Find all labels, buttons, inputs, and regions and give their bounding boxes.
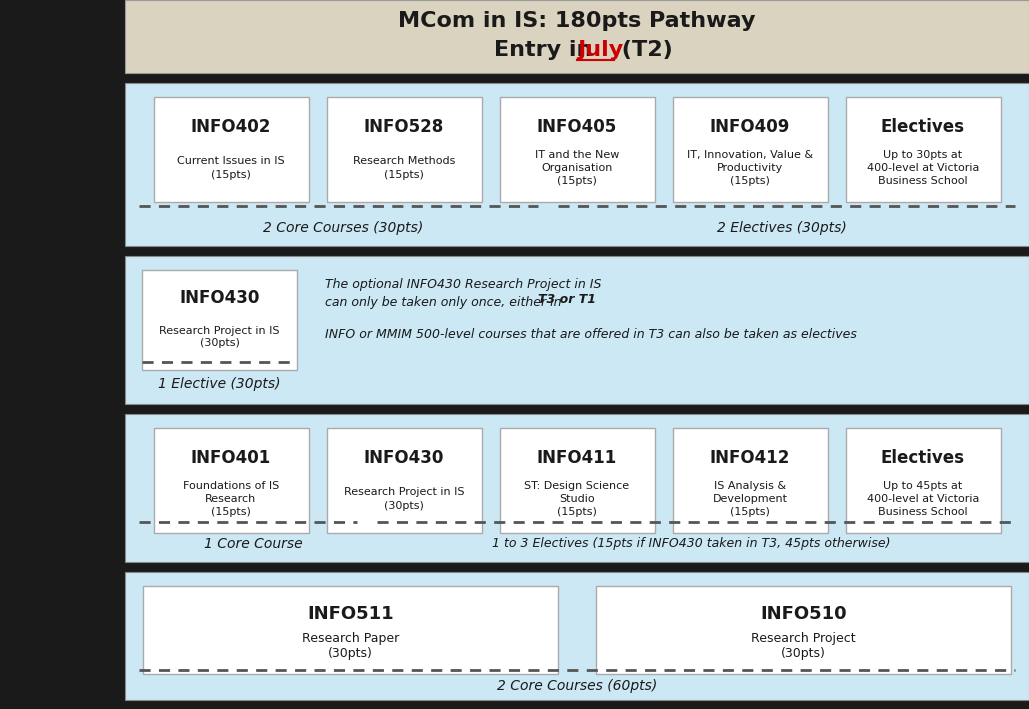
Text: INFO402: INFO402: [190, 118, 272, 136]
Text: Electives: Electives: [881, 118, 965, 136]
FancyBboxPatch shape: [846, 97, 1000, 202]
FancyBboxPatch shape: [142, 270, 297, 370]
Text: INFO510: INFO510: [760, 605, 847, 623]
Text: INFO430: INFO430: [364, 449, 445, 467]
Text: INFO411: INFO411: [537, 449, 617, 467]
Text: T3 or T1: T3 or T1: [537, 293, 596, 306]
Text: Electives: Electives: [881, 449, 965, 467]
Text: The optional INFO430 Research Project in IS
can only be taken only once, either : The optional INFO430 Research Project in…: [325, 278, 601, 309]
Text: Research Project in IS
(30pts): Research Project in IS (30pts): [344, 487, 464, 510]
Text: Entry in: Entry in: [494, 40, 600, 60]
Text: IT, Innovation, Value &
Productivity
(15pts): IT, Innovation, Value & Productivity (15…: [687, 150, 813, 186]
Text: Research Methods
(15pts): Research Methods (15pts): [353, 157, 455, 179]
Text: INFO or MMIM 500-level courses that are offered in T3 can also be taken as elect: INFO or MMIM 500-level courses that are …: [325, 328, 857, 341]
Text: INFO511: INFO511: [308, 605, 394, 623]
FancyBboxPatch shape: [125, 572, 1029, 700]
FancyBboxPatch shape: [326, 97, 482, 202]
FancyBboxPatch shape: [125, 414, 1029, 562]
Text: INFO405: INFO405: [537, 118, 617, 136]
Text: INFO409: INFO409: [710, 118, 790, 136]
Text: IS Analysis &
Development
(15pts): IS Analysis & Development (15pts): [712, 481, 787, 517]
FancyBboxPatch shape: [125, 256, 1029, 404]
Text: Research Project in IS
(30pts): Research Project in IS (30pts): [159, 326, 280, 348]
FancyBboxPatch shape: [673, 97, 827, 202]
Text: Research Paper
(30pts): Research Paper (30pts): [301, 632, 399, 660]
Text: Research Project
(30pts): Research Project (30pts): [751, 632, 856, 660]
Text: INFO401: INFO401: [190, 449, 271, 467]
Text: 2 Core Courses (60pts): 2 Core Courses (60pts): [497, 679, 658, 693]
Text: INFO430: INFO430: [179, 289, 259, 307]
FancyBboxPatch shape: [499, 428, 654, 533]
Text: Current Issues in IS
(15pts): Current Issues in IS (15pts): [177, 157, 285, 179]
Text: MCom in IS: 180pts Pathway: MCom in IS: 180pts Pathway: [398, 11, 755, 31]
Text: IT and the New
Organisation
(15pts): IT and the New Organisation (15pts): [535, 150, 619, 186]
Text: 1 to 3 Electives (15pts if INFO430 taken in T3, 45pts otherwise): 1 to 3 Electives (15pts if INFO430 taken…: [492, 537, 890, 550]
Text: July: July: [577, 40, 624, 60]
FancyBboxPatch shape: [673, 428, 827, 533]
Text: 2 Electives (30pts): 2 Electives (30pts): [716, 221, 847, 235]
FancyBboxPatch shape: [846, 428, 1000, 533]
Text: INFO528: INFO528: [364, 118, 445, 136]
Text: 2 Core Courses (30pts): 2 Core Courses (30pts): [263, 221, 424, 235]
Text: ST: Design Science
Studio
(15pts): ST: Design Science Studio (15pts): [525, 481, 630, 517]
Text: Foundations of IS
Research
(15pts): Foundations of IS Research (15pts): [183, 481, 279, 517]
Text: (T2): (T2): [614, 40, 673, 60]
Text: Up to 30pts at
400-level at Victoria
Business School: Up to 30pts at 400-level at Victoria Bus…: [866, 150, 980, 186]
FancyBboxPatch shape: [596, 586, 1012, 674]
FancyBboxPatch shape: [125, 0, 1029, 73]
FancyBboxPatch shape: [153, 97, 309, 202]
FancyBboxPatch shape: [499, 97, 654, 202]
Text: 1 Core Course: 1 Core Course: [204, 537, 303, 551]
Text: INFO412: INFO412: [710, 449, 790, 467]
Text: 1 Elective (30pts): 1 Elective (30pts): [158, 377, 281, 391]
FancyBboxPatch shape: [153, 428, 309, 533]
Text: Up to 45pts at
400-level at Victoria
Business School: Up to 45pts at 400-level at Victoria Bus…: [866, 481, 980, 517]
FancyBboxPatch shape: [143, 586, 558, 674]
FancyBboxPatch shape: [326, 428, 482, 533]
FancyBboxPatch shape: [125, 83, 1029, 246]
